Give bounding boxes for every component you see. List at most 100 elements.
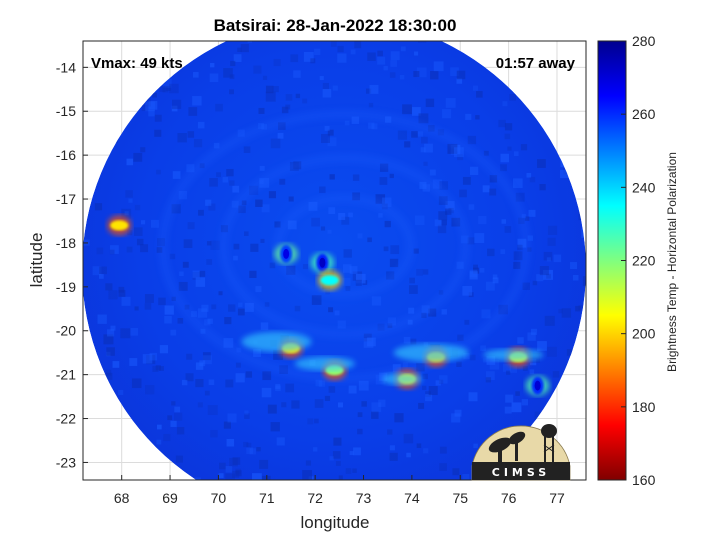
swath-pixel bbox=[424, 143, 433, 153]
swath-pixel bbox=[332, 85, 338, 91]
swath-pixel bbox=[327, 137, 337, 147]
swath-pixel bbox=[314, 48, 321, 56]
swath-pixel bbox=[233, 255, 238, 261]
swath-pixel bbox=[489, 188, 497, 196]
colorbar-ticks: 280 260 240 220 200 180 160 bbox=[621, 33, 656, 488]
swath-pixel bbox=[276, 437, 285, 446]
swath-pixel bbox=[411, 131, 418, 138]
swath-pixel bbox=[462, 473, 470, 480]
swath-pixel bbox=[332, 451, 341, 459]
swath-pixel bbox=[338, 475, 343, 480]
swath-pixel bbox=[400, 46, 406, 52]
swath-pixel bbox=[111, 21, 120, 30]
swath-pixel bbox=[367, 237, 372, 243]
swath-pixel bbox=[206, 259, 213, 265]
swath-pixel bbox=[264, 302, 270, 307]
swath-pixel bbox=[247, 41, 253, 43]
swath-pixel bbox=[506, 370, 511, 375]
swath-pixel bbox=[253, 349, 261, 357]
swath-pixel bbox=[165, 17, 173, 25]
spiral-band bbox=[158, 109, 531, 384]
swath-pixel bbox=[179, 271, 184, 277]
swath-pixel bbox=[344, 120, 350, 126]
swath-pixel bbox=[394, 413, 404, 423]
swath-pixel bbox=[223, 421, 231, 429]
swath-pixel bbox=[314, 418, 319, 424]
swath-pixel bbox=[365, 88, 372, 94]
swath-pixel bbox=[172, 171, 181, 179]
swath-pixel bbox=[338, 402, 344, 408]
swath-pixel bbox=[246, 447, 253, 454]
swath-pixel bbox=[270, 422, 280, 432]
swath-pixel bbox=[371, 296, 382, 306]
swath-pixel bbox=[504, 123, 513, 131]
y-tick-label: -17 bbox=[56, 191, 76, 207]
swath-pixel bbox=[324, 125, 330, 131]
swath-pixel bbox=[378, 213, 383, 218]
swath-pixel bbox=[352, 468, 357, 473]
swath-pixel bbox=[439, 463, 447, 471]
swath-pixel bbox=[225, 379, 234, 388]
swath-pixel bbox=[462, 285, 473, 296]
swath-pixel bbox=[320, 133, 331, 143]
swath-pixel bbox=[447, 143, 458, 154]
swath-pixel bbox=[275, 383, 281, 389]
swath-pixel bbox=[463, 352, 470, 360]
swath-pixel bbox=[131, 378, 142, 389]
y-axis-ticks: -14 -15 -16 -17 -18 -19 -20 -21 -22 -23 bbox=[56, 59, 88, 470]
swath-pixel bbox=[328, 386, 336, 393]
swath-pixel bbox=[169, 83, 179, 94]
swath-pixel bbox=[170, 420, 177, 427]
swath-pixel bbox=[358, 380, 369, 391]
swath-pixel bbox=[528, 209, 536, 217]
swath-pixel bbox=[154, 114, 162, 122]
swath-pixel bbox=[261, 387, 272, 398]
swath-pixel bbox=[175, 455, 183, 463]
swath-pixel bbox=[198, 20, 206, 28]
cimss-logo: CIMSS bbox=[471, 424, 571, 481]
swath-pixel bbox=[163, 433, 171, 442]
swath-pixel bbox=[418, 113, 429, 124]
swath-pixel bbox=[383, 246, 389, 252]
swath-pixel bbox=[489, 175, 498, 183]
swath-pixel bbox=[110, 245, 119, 254]
rain-band bbox=[393, 343, 469, 362]
x-tick-label: 72 bbox=[307, 490, 323, 506]
swath-pixel bbox=[552, 371, 560, 378]
swath-pixel bbox=[509, 93, 516, 101]
swath-pixel bbox=[216, 172, 221, 178]
swath-pixel bbox=[150, 219, 159, 228]
swath-pixel bbox=[186, 164, 195, 173]
swath-pixel bbox=[403, 336, 411, 344]
swath-pixel bbox=[352, 174, 360, 181]
swath-pixel bbox=[244, 302, 254, 312]
swath-pixel bbox=[262, 75, 268, 80]
swath-pixel bbox=[543, 251, 553, 261]
swath-pixel bbox=[515, 391, 520, 396]
swath-pixel bbox=[367, 52, 376, 61]
swath-pixel bbox=[425, 394, 433, 402]
y-tick-label: -21 bbox=[56, 367, 76, 383]
swath-pixel bbox=[270, 138, 281, 149]
swath-pixel bbox=[204, 390, 210, 396]
swath-pixel bbox=[121, 208, 132, 219]
swath-pixel bbox=[159, 366, 164, 371]
swath-pixel bbox=[502, 101, 508, 107]
swath-pixel bbox=[140, 220, 146, 225]
swath-pixel bbox=[483, 358, 488, 363]
swath-pixel bbox=[235, 470, 242, 477]
swath-pixel bbox=[382, 197, 392, 207]
swath-pixel bbox=[167, 415, 173, 421]
swath-pixel bbox=[462, 176, 471, 185]
y-axis-label: latitude bbox=[27, 233, 46, 288]
swath-pixel bbox=[507, 146, 512, 151]
swath-pixel bbox=[140, 244, 149, 253]
swath-pixel bbox=[498, 119, 506, 128]
swath-pixel bbox=[417, 131, 424, 137]
swath-pixel bbox=[182, 261, 189, 268]
swath-pixel bbox=[328, 307, 334, 313]
swath-pixel bbox=[281, 402, 287, 408]
rain-band bbox=[483, 348, 544, 361]
swath-pixel bbox=[235, 362, 241, 368]
swath-pixel bbox=[389, 445, 395, 451]
